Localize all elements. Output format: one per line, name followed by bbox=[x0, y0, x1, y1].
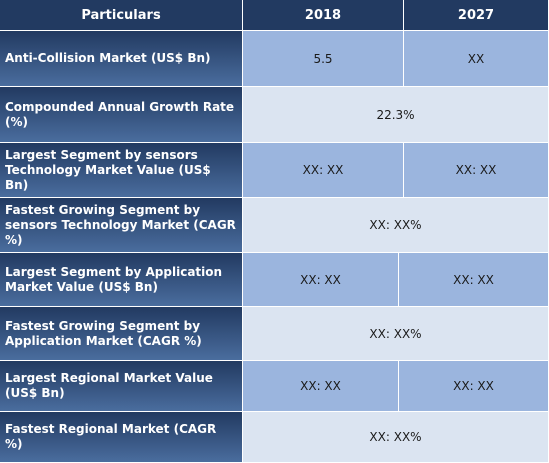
row-label-anti-collision-market: Anti-Collision Market (US$ Bn) bbox=[0, 31, 243, 87]
row-value-2027: XX: XX bbox=[399, 253, 549, 307]
header-2018: 2018 bbox=[243, 0, 404, 31]
row-label-fastest-application-segment: Fastest Growing Segment by Application M… bbox=[0, 307, 243, 361]
row-label-fastest-regional-market: Fastest Regional Market (CAGR %) bbox=[0, 412, 243, 463]
row-value-2018: XX: XX bbox=[243, 253, 399, 307]
row-value-2018: 5.5 bbox=[243, 31, 404, 87]
row-value-merged: XX: XX% bbox=[243, 307, 549, 361]
row-label-largest-application-segment: Largest Segment by Application Market Va… bbox=[0, 253, 243, 307]
row-value-2027: XX bbox=[404, 31, 549, 87]
row-value-2027: XX: XX bbox=[399, 361, 549, 412]
row-value-merged: XX: XX% bbox=[243, 198, 549, 253]
header-particulars: Particulars bbox=[0, 0, 243, 31]
row-value-merged: 22.3% bbox=[243, 87, 549, 143]
row-label-largest-sensors-segment: Largest Segment by sensors Technology Ma… bbox=[0, 143, 243, 198]
row-label-cagr: Compounded Annual Growth Rate (%) bbox=[0, 87, 243, 143]
row-value-2018: XX: XX bbox=[243, 361, 399, 412]
header-2027: 2027 bbox=[404, 0, 549, 31]
row-label-largest-regional-market: Largest Regional Market Value (US$ Bn) bbox=[0, 361, 243, 412]
row-value-2018: XX: XX bbox=[243, 143, 404, 198]
row-value-merged: XX: XX% bbox=[243, 412, 549, 463]
row-label-fastest-sensors-segment: Fastest Growing Segment by sensors Techn… bbox=[0, 198, 243, 253]
row-value-2027: XX: XX bbox=[404, 143, 549, 198]
